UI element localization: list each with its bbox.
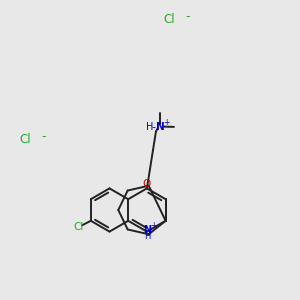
Text: H: H xyxy=(144,232,151,241)
Text: -: - xyxy=(152,122,155,132)
Text: Cl: Cl xyxy=(164,13,175,26)
Text: Cl: Cl xyxy=(73,222,83,233)
Text: O: O xyxy=(143,179,151,189)
Text: H: H xyxy=(146,122,153,132)
Text: -: - xyxy=(186,10,190,23)
Text: N: N xyxy=(156,122,164,132)
Text: N: N xyxy=(143,225,152,235)
Text: +: + xyxy=(164,118,170,127)
Text: -: - xyxy=(42,130,46,143)
Text: +: + xyxy=(150,221,157,230)
Text: Cl: Cl xyxy=(20,133,31,146)
